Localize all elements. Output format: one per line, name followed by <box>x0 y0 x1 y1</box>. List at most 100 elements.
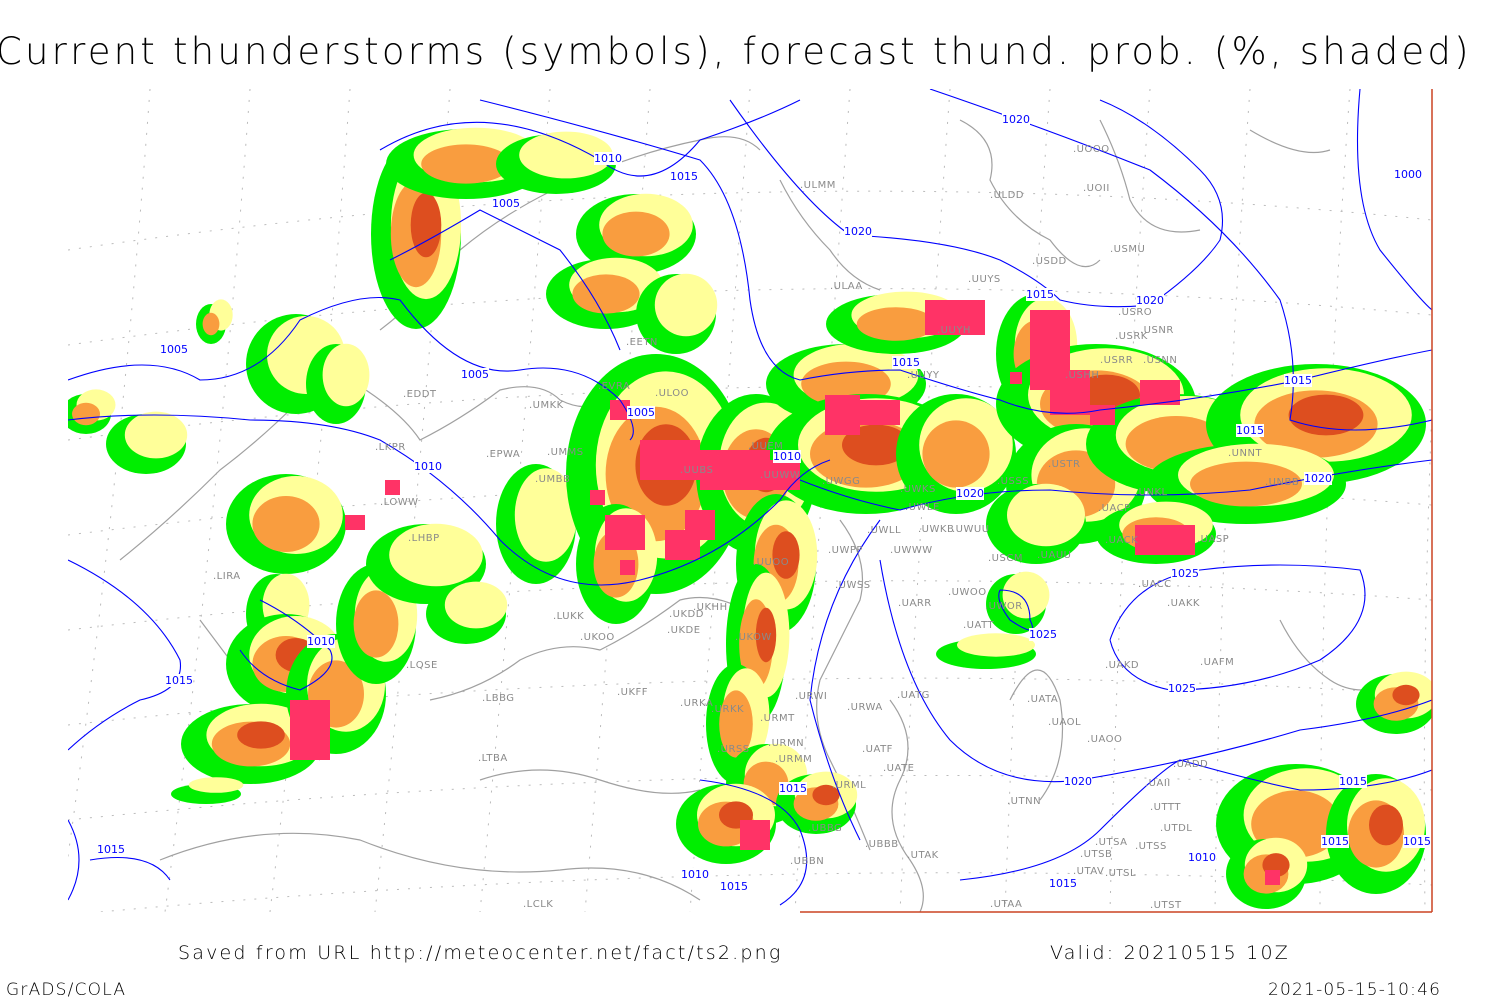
thunderstorm-symbol <box>610 400 630 420</box>
station-labels: .EDDT .EPWA .LKPR .LOWW .LHBP .LIRA .LQSE .LBBG… <box>213 144 1299 911</box>
station-label: .UTSS <box>1135 841 1167 852</box>
station-label: .UMBB <box>535 474 570 485</box>
probability-area <box>812 784 840 806</box>
station-label: .UOOO <box>1073 144 1110 155</box>
station-label: .UUYS <box>968 274 1001 285</box>
station-label: .UASP <box>1197 534 1229 545</box>
thunderstorm-symbol <box>1090 405 1115 425</box>
isobar-label-bg <box>1304 472 1332 485</box>
isobar-label: 1015 <box>1321 835 1349 848</box>
probability-area <box>72 402 100 426</box>
station-label: .URWI <box>795 691 827 702</box>
isobar-label: 1015 <box>1049 877 1077 890</box>
station-label: .UACK <box>1105 535 1138 546</box>
isobar-label: 1010 <box>307 635 335 648</box>
thunderstorm-symbol <box>1265 870 1280 885</box>
isobar-label-bg <box>779 782 807 795</box>
station-label: .UTSB <box>1080 849 1112 860</box>
station-label: .USDD <box>1032 256 1067 267</box>
thunderstorm-symbol <box>590 490 605 505</box>
station-label: .USTR <box>1048 459 1080 470</box>
station-label: .UATA <box>1027 694 1058 705</box>
station-label: .UKHH <box>693 602 728 613</box>
probability-area <box>421 144 511 184</box>
isobar-label: 1000 <box>1394 168 1422 181</box>
coastline <box>159 832 701 901</box>
station-label: .LUKK <box>553 611 584 622</box>
thunderstorm-symbols <box>290 300 1280 885</box>
thunderstorm-symbol <box>385 480 400 495</box>
station-label: .UUOO <box>753 557 789 568</box>
isobar-line <box>479 99 1432 414</box>
probability-area <box>1002 571 1050 619</box>
probability-area <box>602 211 670 257</box>
isobar-line <box>929 89 1432 431</box>
source-url-text: Saved from URL http://meteocenter.net/fa… <box>178 942 783 964</box>
isobar-label-bg <box>1339 775 1367 788</box>
probability-area <box>755 607 777 663</box>
coastline <box>779 179 881 291</box>
isobar-label: 1010 <box>594 152 622 165</box>
isobar-label: 1010 <box>681 868 709 881</box>
parallel-line <box>94 872 1432 912</box>
station-label: .UTNN <box>1007 796 1041 807</box>
station-label: .EETN <box>626 337 658 348</box>
isobar-label-bg <box>1403 835 1431 848</box>
probability-area <box>389 523 483 587</box>
station-label: .USNR <box>1140 325 1174 336</box>
station-label: .URML <box>832 780 866 791</box>
station-label: .ULAA <box>830 281 863 292</box>
station-label: .UAKD <box>1105 660 1139 671</box>
station-label: .USRO <box>1118 307 1152 318</box>
isobar-label-bg <box>681 868 709 881</box>
isobar-label: 1015 <box>892 356 920 369</box>
isobar-label: 1015 <box>1026 288 1054 301</box>
station-label: .USRR <box>1100 355 1133 366</box>
probability-area <box>772 531 800 579</box>
station-label: .UBBB <box>865 839 899 850</box>
isobar-label-bg <box>1168 682 1196 695</box>
probability-area <box>1288 394 1364 436</box>
isobar-label: 1025 <box>1029 628 1057 641</box>
isobar-label-bg <box>1284 374 1312 387</box>
station-label: .UACC <box>1138 579 1172 590</box>
isobar-label: 1015 <box>779 782 807 795</box>
probability-area <box>410 192 442 258</box>
station-label: .LHBP <box>408 533 440 544</box>
isobar-label: 1020 <box>1064 775 1092 788</box>
isobar-label-bg <box>670 170 698 183</box>
station-label: .URMN <box>768 738 804 749</box>
isobar-label: 1020 <box>956 487 984 500</box>
isobar-labels: 1005 1010 1015 1020 1020 1015 1020 1000 1005 1005… <box>97 113 1431 893</box>
isobar-label-bg <box>1171 567 1199 580</box>
station-label: .UTDL <box>1160 823 1192 834</box>
probability-area <box>237 721 285 749</box>
coastline <box>429 596 761 701</box>
isobar-label-bg <box>956 487 984 500</box>
station-label: .USSS <box>997 476 1029 487</box>
probability-area <box>188 777 244 793</box>
station-label: .UUBS <box>680 465 713 476</box>
station-label: .UUYY <box>907 370 940 381</box>
isobar-label: 1020 <box>1136 294 1164 307</box>
isobar-label-bg <box>844 225 872 238</box>
station-label: .UWKB <box>918 524 954 535</box>
station-label: .UWLL <box>867 525 901 536</box>
probability-area <box>444 581 508 629</box>
station-label: .UAOO <box>1087 734 1122 745</box>
isobar-line <box>699 779 808 906</box>
thunderstorm-symbol <box>1135 525 1195 555</box>
isobar-label-bg <box>1236 424 1264 437</box>
meridian-line <box>1423 395 1432 912</box>
station-label: .LQSE <box>406 660 438 671</box>
station-label: .URSS <box>717 744 750 755</box>
isobar-line <box>379 99 801 177</box>
isobar-line <box>389 209 621 351</box>
station-label: .UTST <box>1150 900 1182 911</box>
station-label: .UWWW <box>890 545 933 556</box>
isobar-label-bg <box>160 343 188 356</box>
station-label: .UATT <box>963 620 994 631</box>
isobar-line <box>959 759 1432 881</box>
station-label: .UTAK <box>907 850 939 861</box>
isobar-label: 1005 <box>627 406 655 419</box>
